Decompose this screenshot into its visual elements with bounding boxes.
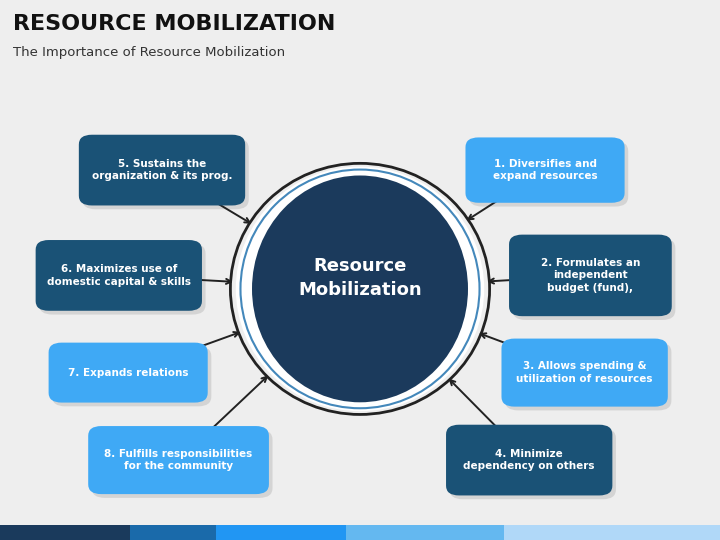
FancyBboxPatch shape [89, 426, 269, 494]
FancyBboxPatch shape [48, 342, 207, 403]
FancyBboxPatch shape [79, 134, 245, 205]
Text: 4. Minimize
dependency on others: 4. Minimize dependency on others [464, 449, 595, 471]
FancyBboxPatch shape [449, 429, 616, 499]
Text: 1. Diversifies and
expand resources: 1. Diversifies and expand resources [492, 159, 598, 181]
Text: The Importance of Resource Mobilization: The Importance of Resource Mobilization [13, 46, 285, 59]
Bar [130, 525, 216, 540]
Text: 2. Formulates an
independent
budget (fund),: 2. Formulates an independent budget (fun… [541, 258, 640, 293]
Text: Resource
Mobilization: Resource Mobilization [298, 257, 422, 299]
FancyBboxPatch shape [509, 234, 672, 316]
FancyBboxPatch shape [501, 339, 668, 407]
Text: 5. Sustains the
organization & its prog.: 5. Sustains the organization & its prog. [91, 159, 233, 181]
FancyBboxPatch shape [469, 141, 628, 206]
FancyBboxPatch shape [52, 347, 212, 406]
FancyBboxPatch shape [446, 424, 612, 496]
FancyBboxPatch shape [505, 342, 671, 410]
Bar [346, 525, 504, 540]
FancyBboxPatch shape [82, 138, 249, 209]
Text: 8. Fulfills responsibilities
for the community: 8. Fulfills responsibilities for the com… [104, 449, 253, 471]
Ellipse shape [236, 166, 484, 411]
Bar [504, 525, 720, 540]
Text: 3. Allows spending &
utilization of resources: 3. Allows spending & utilization of reso… [516, 361, 653, 384]
FancyBboxPatch shape [513, 239, 675, 320]
FancyBboxPatch shape [92, 430, 273, 498]
Bar [0, 525, 130, 540]
FancyBboxPatch shape [465, 137, 624, 202]
FancyBboxPatch shape [36, 240, 202, 311]
Text: 7. Expands relations: 7. Expands relations [68, 368, 189, 377]
Text: RESOURCE MOBILIZATION: RESOURCE MOBILIZATION [13, 14, 336, 33]
Text: 6. Maximizes use of
domestic capital & skills: 6. Maximizes use of domestic capital & s… [47, 264, 191, 287]
FancyBboxPatch shape [40, 244, 206, 314]
Ellipse shape [252, 176, 468, 402]
Bar [216, 525, 346, 540]
